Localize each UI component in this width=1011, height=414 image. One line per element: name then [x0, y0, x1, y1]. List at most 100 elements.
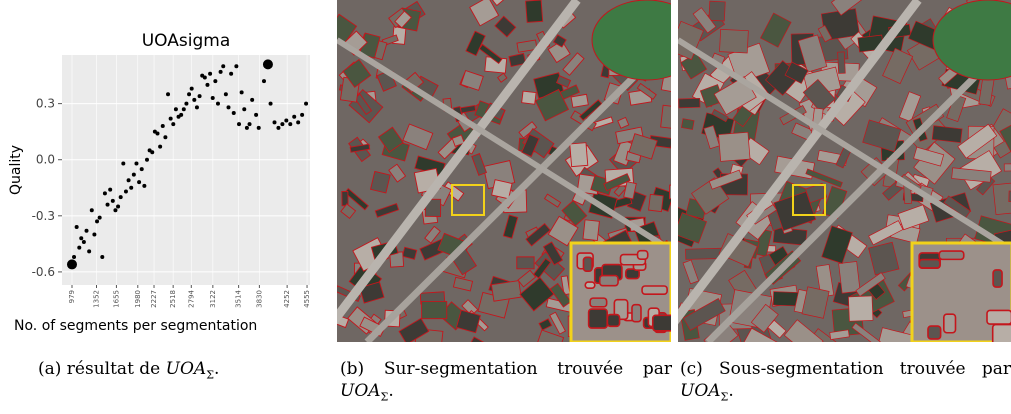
point — [95, 219, 100, 224]
segment — [801, 286, 830, 319]
segment — [603, 173, 631, 192]
point — [239, 90, 244, 95]
segment — [344, 187, 369, 211]
segment — [465, 30, 486, 57]
point — [226, 105, 231, 110]
segment — [711, 109, 729, 123]
x-tick-label: 2518 — [169, 290, 177, 308]
segment — [547, 215, 579, 247]
caption-b: (b) Sur-segmentation trouvée par UOAΣ. — [340, 358, 672, 408]
point — [300, 112, 305, 117]
image-content — [337, 0, 671, 342]
segment — [491, 179, 513, 200]
point — [84, 228, 89, 233]
segment — [549, 282, 572, 308]
point — [304, 101, 309, 106]
point — [181, 107, 186, 112]
point — [250, 97, 255, 102]
figure: UOAsigma Quality No. of segments per seg… — [8, 0, 1011, 342]
segment — [817, 24, 833, 43]
segment — [736, 327, 784, 342]
road — [705, 37, 1011, 342]
point — [126, 178, 131, 183]
segment — [913, 146, 945, 167]
point — [213, 79, 218, 84]
road — [337, 0, 581, 325]
point — [116, 204, 121, 209]
inset-segment — [938, 250, 965, 261]
image-content — [678, 0, 1011, 342]
segment — [946, 94, 967, 123]
segment — [491, 0, 505, 7]
point — [192, 97, 197, 102]
segment — [340, 203, 357, 220]
inset-segment — [927, 325, 942, 340]
caption-text: (a) résultat de — [38, 359, 161, 379]
point — [77, 245, 82, 250]
segment — [552, 34, 567, 48]
segment — [497, 72, 508, 83]
point — [292, 114, 297, 119]
point — [215, 101, 220, 106]
point — [234, 64, 239, 69]
segment — [424, 225, 441, 244]
field — [932, 0, 1011, 81]
point — [288, 122, 293, 127]
road — [678, 37, 1011, 253]
segment — [562, 52, 585, 76]
caption-sub: Σ — [206, 368, 214, 382]
segment — [516, 39, 538, 53]
segment — [490, 280, 522, 302]
point — [150, 150, 155, 155]
point — [105, 202, 110, 207]
segment — [1008, 190, 1011, 203]
segment — [534, 88, 570, 122]
segment — [394, 10, 413, 29]
point — [218, 69, 223, 74]
segment — [561, 199, 588, 227]
segment — [767, 319, 787, 339]
segment — [521, 90, 537, 105]
x-tick-label: 3830 — [255, 290, 263, 308]
point — [296, 120, 301, 125]
segment — [708, 0, 726, 22]
plot: -0.6 -0.3 0.0 0.3 979 1352 1655 1980 2227 2518 279… — [32, 55, 311, 308]
segment — [534, 329, 565, 342]
x-tick-label: 2794 — [187, 289, 195, 307]
point — [229, 71, 234, 76]
segment — [369, 170, 391, 194]
segment — [848, 295, 874, 322]
point — [97, 215, 102, 220]
point — [171, 122, 176, 127]
segment — [682, 259, 700, 285]
segment — [441, 181, 465, 202]
segment — [508, 52, 527, 68]
caption-text: . — [388, 381, 394, 401]
segment — [829, 329, 850, 340]
segment — [452, 276, 474, 292]
point — [231, 110, 236, 115]
point — [163, 135, 168, 140]
segment — [470, 336, 486, 342]
inset-segment — [587, 308, 608, 329]
segment — [898, 91, 922, 123]
point — [223, 92, 228, 97]
inset-segment — [918, 258, 941, 269]
inset-segment — [943, 313, 957, 334]
point — [166, 92, 171, 97]
segment — [691, 177, 730, 215]
segment — [943, 195, 971, 219]
point — [244, 125, 249, 130]
point — [276, 125, 281, 130]
caption-math: UOA — [680, 381, 721, 401]
point — [197, 94, 202, 99]
point — [118, 195, 123, 200]
segment — [821, 225, 853, 264]
inset-segment — [598, 274, 619, 287]
segment — [897, 204, 930, 231]
segment — [377, 126, 404, 153]
chart-title: UOAsigma — [142, 31, 231, 51]
segment — [772, 291, 800, 307]
image-c — [678, 0, 1011, 342]
road — [678, 0, 922, 325]
